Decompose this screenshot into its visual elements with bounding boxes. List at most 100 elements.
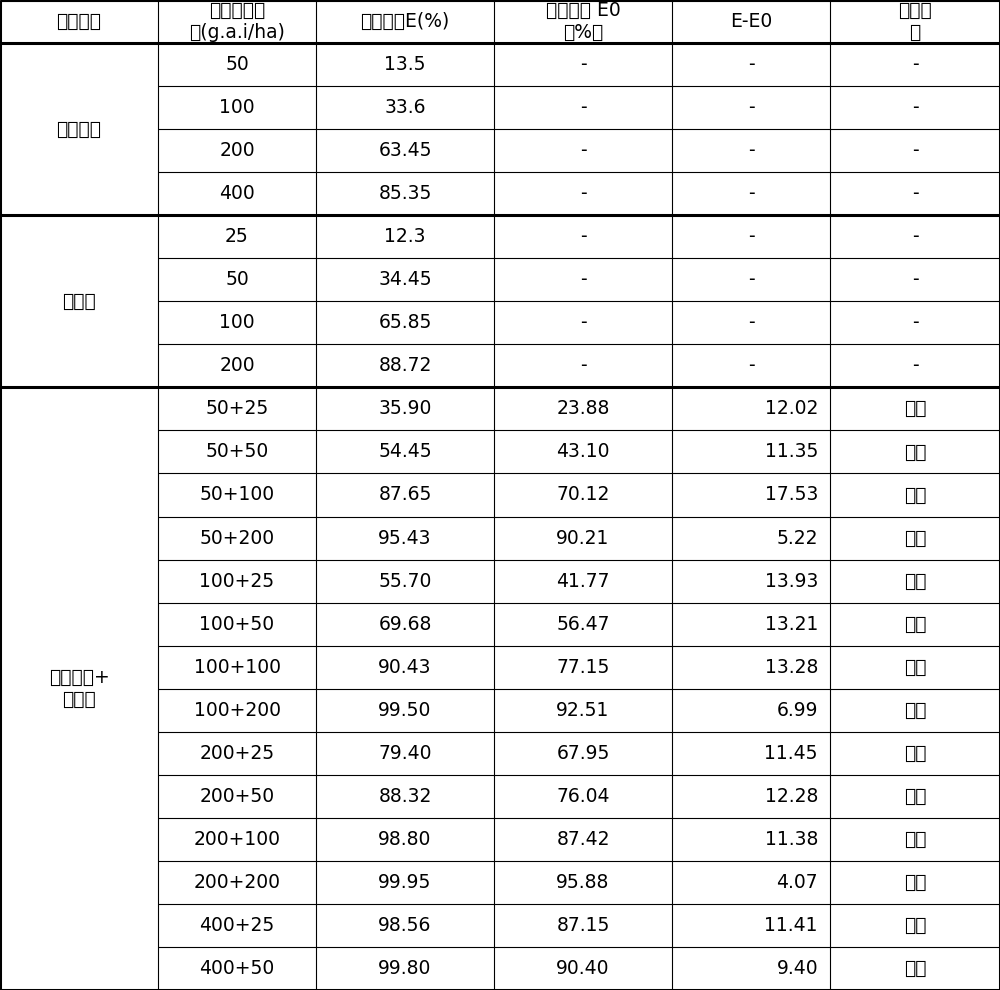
Text: 33.6: 33.6 [384,98,426,117]
Text: 90.21: 90.21 [556,529,610,547]
Text: 41.77: 41.77 [556,571,610,591]
Text: 增效: 增效 [904,399,926,419]
Text: 34.45: 34.45 [378,270,432,289]
Text: 95.43: 95.43 [378,529,432,547]
Text: 100: 100 [219,313,255,333]
Text: 12.28: 12.28 [765,787,818,806]
Text: 50+100: 50+100 [199,485,275,505]
Text: 相加: 相加 [904,701,926,720]
Text: 76.04: 76.04 [556,787,610,806]
Text: -: - [748,98,754,117]
Text: 100+200: 100+200 [194,701,280,720]
Text: 5.22: 5.22 [776,529,818,547]
Text: -: - [748,270,754,289]
Text: 11.41: 11.41 [765,916,818,935]
Text: -: - [580,313,586,333]
Text: E-E0: E-E0 [730,12,772,31]
Text: 88.72: 88.72 [378,356,432,375]
Text: 13.5: 13.5 [384,55,426,74]
Text: 92.51: 92.51 [556,701,610,720]
Text: 50+50: 50+50 [205,443,269,461]
Text: 增效: 增效 [904,443,926,461]
Text: 相加: 相加 [904,959,926,978]
Text: 70.12: 70.12 [556,485,610,505]
Text: 200+100: 200+100 [194,830,280,848]
Text: -: - [748,228,754,247]
Text: 有效成分用
量(g.a.i/ha): 有效成分用 量(g.a.i/ha) [189,1,285,42]
Text: 相加: 相加 [904,529,926,547]
Text: 100+50: 100+50 [199,615,275,634]
Text: 17.53: 17.53 [765,485,818,505]
Text: 增效: 增效 [904,787,926,806]
Text: 25: 25 [225,228,249,247]
Text: 400: 400 [219,184,255,203]
Text: 麦草畏: 麦草畏 [62,292,96,311]
Text: 35.90: 35.90 [378,399,432,419]
Text: 99.50: 99.50 [378,701,432,720]
Text: 50: 50 [225,270,249,289]
Text: 11.38: 11.38 [765,830,818,848]
Text: 69.68: 69.68 [378,615,432,634]
Text: -: - [912,270,918,289]
Text: -: - [580,184,586,203]
Text: -: - [580,228,586,247]
Text: 55.70: 55.70 [378,571,432,591]
Text: -: - [580,98,586,117]
Text: 11.35: 11.35 [765,443,818,461]
Text: 43.10: 43.10 [556,443,610,461]
Text: -: - [912,356,918,375]
Text: 增效: 增效 [904,571,926,591]
Text: 400+25: 400+25 [199,916,275,935]
Text: 增效: 增效 [904,485,926,505]
Text: -: - [912,98,918,117]
Text: 400+50: 400+50 [199,959,275,978]
Text: 联合评
价: 联合评 价 [898,1,932,42]
Text: 精草铵膦: 精草铵膦 [56,120,102,139]
Text: 98.56: 98.56 [378,916,432,935]
Text: 99.80: 99.80 [378,959,432,978]
Text: 200: 200 [219,356,255,375]
Text: 87.42: 87.42 [556,830,610,848]
Text: 13.21: 13.21 [765,615,818,634]
Text: 85.35: 85.35 [378,184,432,203]
Text: 200: 200 [219,142,255,160]
Text: 4.07: 4.07 [776,873,818,892]
Text: -: - [748,142,754,160]
Text: 增效: 增效 [904,657,926,677]
Text: 77.15: 77.15 [556,657,610,677]
Text: -: - [748,55,754,74]
Text: 87.65: 87.65 [378,485,432,505]
Text: 65.85: 65.85 [378,313,432,333]
Text: 54.45: 54.45 [378,443,432,461]
Text: -: - [580,356,586,375]
Text: 6.99: 6.99 [776,701,818,720]
Text: 200+200: 200+200 [194,873,280,892]
Text: -: - [912,184,918,203]
Text: -: - [912,313,918,333]
Text: 13.28: 13.28 [765,657,818,677]
Text: 增效: 增效 [904,615,926,634]
Text: 100+100: 100+100 [194,657,280,677]
Text: 实测防效E(%): 实测防效E(%) [360,12,450,31]
Text: 理论防效 E0
（%）: 理论防效 E0 （%） [546,1,620,42]
Text: -: - [748,356,754,375]
Text: 11.45: 11.45 [765,743,818,762]
Text: -: - [580,270,586,289]
Text: 增效: 增效 [904,916,926,935]
Text: 50: 50 [225,55,249,74]
Text: 79.40: 79.40 [378,743,432,762]
Text: 12.02: 12.02 [765,399,818,419]
Text: 药剂名称: 药剂名称 [56,12,102,31]
Text: 99.95: 99.95 [378,873,432,892]
Text: -: - [912,228,918,247]
Text: 63.45: 63.45 [378,142,432,160]
Text: 9.40: 9.40 [776,959,818,978]
Text: 56.47: 56.47 [556,615,610,634]
Text: 90.43: 90.43 [378,657,432,677]
Text: 200+25: 200+25 [199,743,275,762]
Text: 87.15: 87.15 [556,916,610,935]
Text: 98.80: 98.80 [378,830,432,848]
Text: 增效: 增效 [904,830,926,848]
Text: 100: 100 [219,98,255,117]
Text: -: - [748,313,754,333]
